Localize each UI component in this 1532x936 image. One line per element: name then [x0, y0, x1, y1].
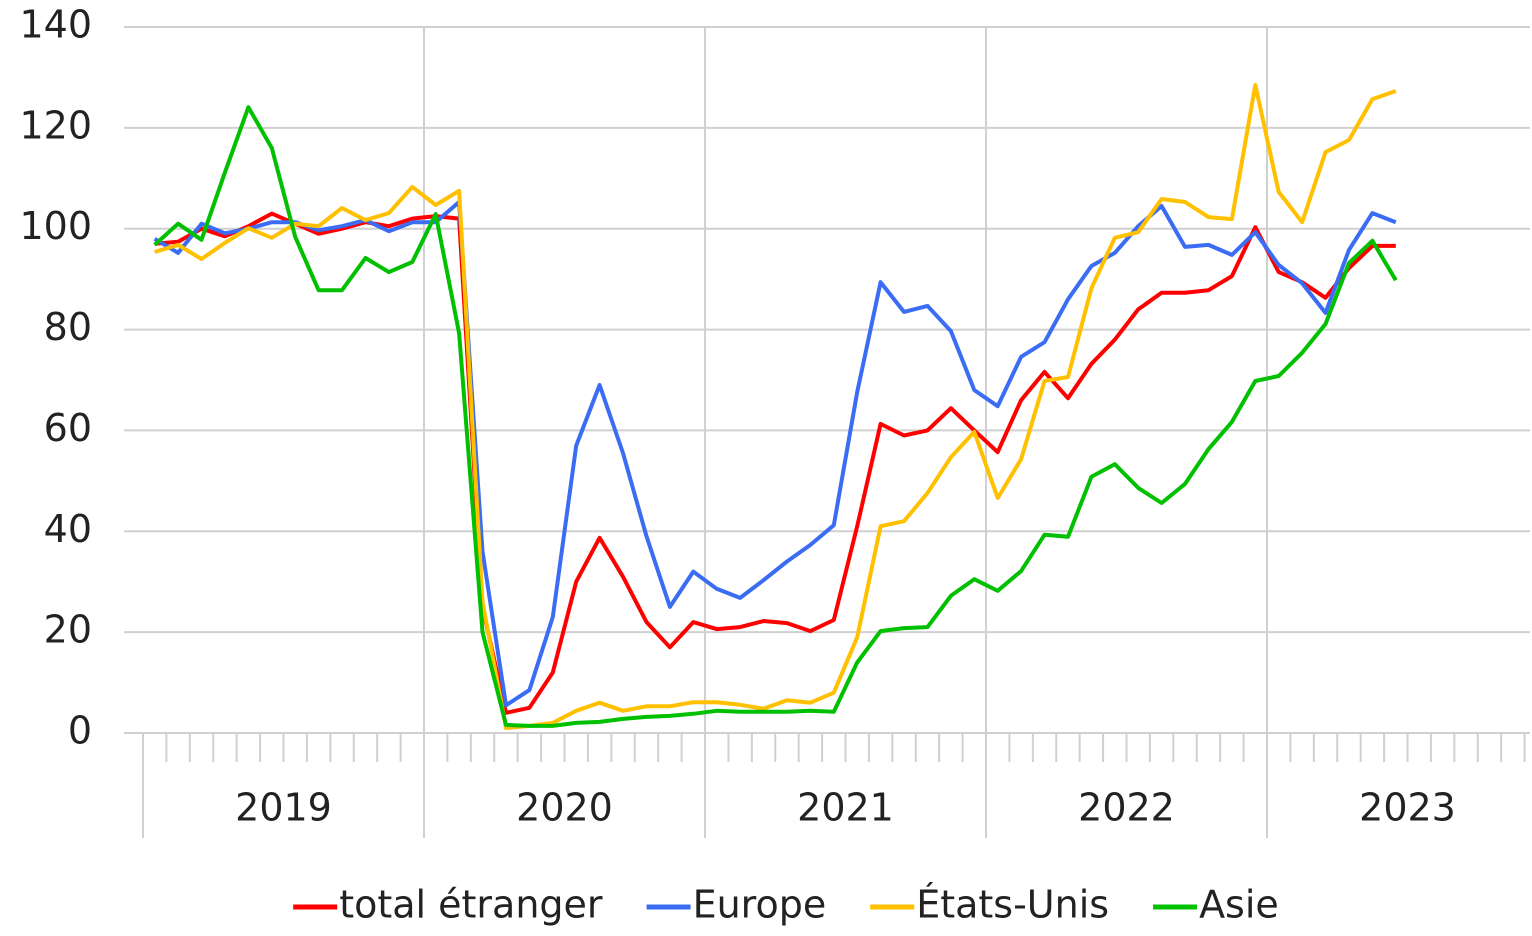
y-tick-label: 0 — [68, 709, 92, 753]
legend-label: États-Unis — [916, 883, 1109, 927]
y-tick-label: 20 — [44, 608, 92, 652]
y-tick-label: 40 — [44, 507, 92, 551]
y-tick-label: 140 — [19, 3, 92, 47]
series-line — [154, 83, 1397, 730]
x-group-label: 2020 — [516, 786, 613, 830]
y-tick-label: 80 — [44, 305, 92, 349]
x-group-label: 2021 — [797, 786, 894, 830]
series-line — [154, 211, 1396, 715]
y-tick-label: 60 — [44, 406, 92, 450]
x-group-label: 2019 — [235, 786, 332, 830]
x-group-label: 2022 — [1078, 786, 1175, 830]
y-tick-label: 120 — [19, 103, 92, 147]
legend-label: Asie — [1199, 883, 1279, 927]
legend-label: total étranger — [339, 883, 603, 927]
legend-label: Europe — [693, 883, 827, 927]
y-tick-label: 100 — [19, 204, 92, 248]
series-line — [153, 200, 1397, 708]
series-line — [153, 105, 1398, 728]
x-group-label: 2023 — [1359, 786, 1456, 830]
